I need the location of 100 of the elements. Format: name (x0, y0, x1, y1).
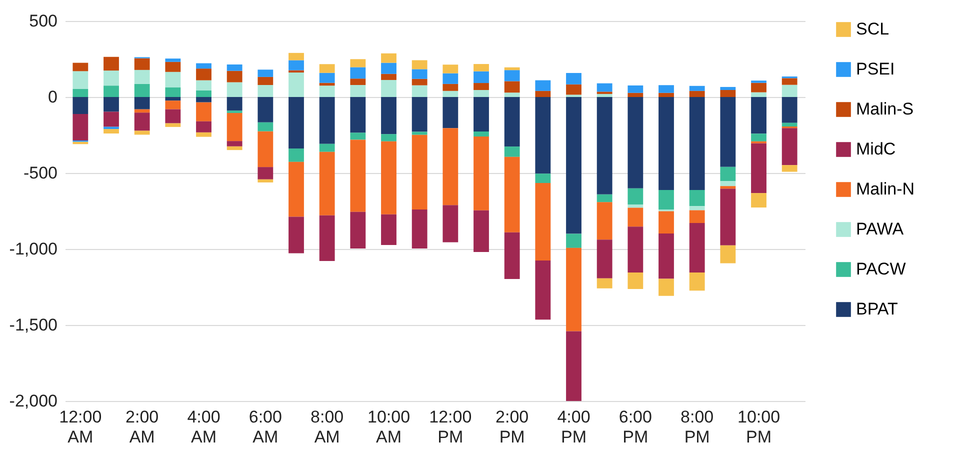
bar (596, 278, 612, 288)
bar (782, 78, 798, 85)
bar (720, 188, 736, 246)
x-tick-label: 2:00 AM (126, 408, 159, 446)
y-tick-label: -1,000 (9, 240, 58, 258)
bar (720, 186, 736, 189)
bar (442, 205, 458, 242)
x-tick-label: 4:00 PM (557, 408, 590, 446)
bar (628, 204, 644, 208)
bar (350, 84, 366, 97)
bar (72, 114, 88, 140)
bar (689, 86, 705, 91)
bar (381, 97, 396, 134)
legend-label: MidC (856, 140, 896, 158)
bar (566, 234, 582, 248)
bar (628, 208, 644, 227)
y-tick-label: 0 (48, 88, 58, 106)
bar (288, 148, 304, 162)
bar (196, 121, 212, 132)
bar (782, 165, 798, 172)
bar (412, 69, 428, 79)
bar (288, 72, 304, 97)
legend-label: PSEI (856, 60, 895, 78)
bar (258, 167, 274, 180)
bar (504, 92, 520, 97)
bar (412, 132, 428, 135)
bar (689, 90, 705, 97)
bar (134, 112, 150, 131)
bar (751, 143, 766, 194)
y-tick-label: -500 (23, 164, 58, 182)
bar (412, 134, 428, 210)
bar (104, 86, 119, 97)
bar (350, 67, 366, 79)
bar (196, 80, 212, 90)
bar (258, 97, 274, 122)
bar (381, 74, 396, 80)
bar (474, 90, 489, 97)
bar (504, 232, 520, 279)
bar (319, 215, 335, 262)
bar (566, 97, 582, 234)
bar (782, 122, 798, 126)
bar (535, 174, 551, 184)
bar (412, 97, 428, 132)
bar (381, 53, 396, 63)
x-tick-label: 6:00 PM (618, 408, 652, 446)
bar (504, 70, 520, 82)
bar (628, 272, 644, 289)
bar (288, 60, 304, 70)
bar (782, 97, 798, 123)
bar (350, 132, 366, 140)
bar (350, 212, 366, 249)
bar (658, 85, 674, 93)
bar (258, 122, 274, 132)
bar (134, 70, 150, 84)
y-tick-label: -2,000 (9, 392, 58, 410)
y-tick-label: 500 (29, 12, 58, 30)
x-tick-label: 8:00 AM (310, 408, 344, 446)
bar (258, 84, 274, 97)
bar (226, 64, 242, 71)
bar (196, 102, 212, 122)
bar (566, 72, 582, 84)
x-tick-label: 2:00 PM (496, 408, 529, 446)
bar (689, 272, 705, 291)
bar (442, 97, 458, 128)
bar (751, 193, 766, 208)
x-tick-label: 6:00 AM (248, 408, 282, 446)
bar (226, 97, 242, 111)
bar (628, 188, 644, 204)
bar (720, 245, 736, 264)
bar (258, 70, 274, 77)
bar (689, 97, 705, 190)
bar (535, 97, 551, 174)
bar (751, 134, 766, 142)
bar (596, 240, 612, 278)
bar (474, 97, 489, 132)
bar (319, 152, 335, 216)
bar (104, 70, 119, 86)
bar (720, 181, 736, 186)
bar (134, 58, 150, 70)
bar (319, 86, 335, 97)
bar (72, 88, 88, 97)
x-tick-label: 12:00 PM (429, 408, 472, 446)
bar (226, 82, 242, 97)
bar (442, 90, 458, 97)
bar (504, 67, 520, 70)
bar (196, 68, 212, 80)
legend-label: Malin-N (856, 180, 915, 198)
bar (658, 97, 674, 190)
y-tick-label: -1,500 (9, 316, 58, 334)
bar (628, 97, 644, 188)
bar (628, 85, 644, 93)
x-tick-label: 12:00 AM (59, 408, 102, 446)
bar (596, 97, 612, 194)
bar (258, 179, 274, 182)
bar (104, 97, 119, 112)
bar (442, 73, 458, 84)
bar (319, 144, 335, 152)
bar (535, 260, 551, 320)
bar (72, 71, 88, 89)
bar (474, 136, 489, 210)
